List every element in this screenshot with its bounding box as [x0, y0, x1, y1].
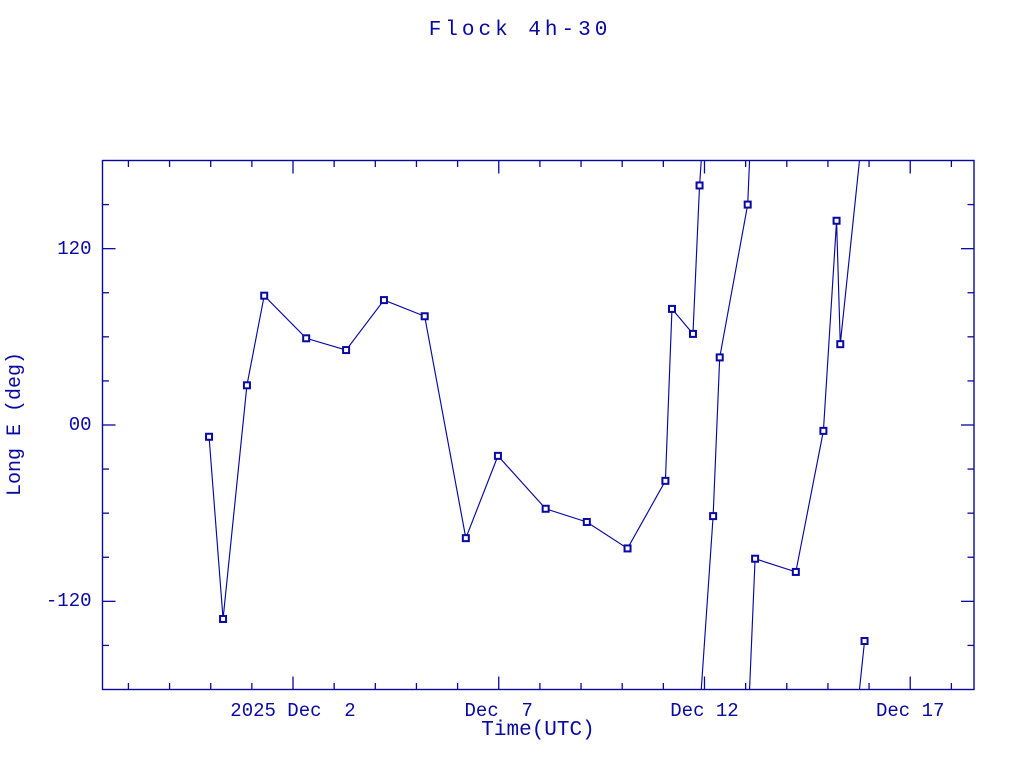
x-tick-label: 2025 Dec 2	[230, 700, 356, 722]
data-point-marker	[791, 567, 800, 576]
axis-ticks	[102, 160, 974, 690]
x-axis-label: Time(UTC)	[481, 719, 595, 742]
data-point-marker	[819, 426, 828, 435]
data-point-marker	[205, 432, 214, 441]
data-point-marker	[743, 200, 752, 209]
data-point-marker	[582, 517, 591, 526]
data-point-marker	[541, 504, 550, 513]
data-point-marker	[661, 476, 670, 485]
data-point-marker	[836, 340, 845, 349]
x-tick-label: Dec 17	[876, 700, 945, 722]
data-point-marker	[493, 451, 502, 460]
data-point-marker	[623, 544, 632, 553]
data-series	[205, 160, 869, 690]
y-tick-label: -120	[45, 590, 92, 613]
data-point-marker	[302, 334, 311, 343]
data-point-marker	[715, 353, 724, 362]
data-point-marker	[709, 512, 718, 521]
data-point-marker	[379, 296, 388, 305]
data-point-marker	[860, 637, 869, 646]
x-tick-label: Dec 7	[464, 700, 533, 722]
x-tick-label: Dec 12	[670, 700, 739, 722]
y-tick-label: 00	[68, 414, 92, 436]
data-point-marker	[420, 312, 429, 321]
data-point-marker	[688, 329, 697, 338]
data-point-marker	[751, 554, 760, 563]
data-point-marker	[242, 381, 251, 390]
plot-frame	[101, 159, 975, 691]
data-point-marker	[832, 216, 841, 225]
chart-title: Flock 4h-30	[428, 19, 612, 42]
data-point-marker	[342, 346, 351, 355]
y-tick-label: 120	[57, 237, 92, 260]
data-point-marker	[461, 534, 470, 543]
data-point-marker	[695, 181, 704, 190]
data-point-marker	[260, 291, 269, 300]
data-point-marker	[219, 614, 228, 623]
data-point-marker	[667, 304, 676, 313]
